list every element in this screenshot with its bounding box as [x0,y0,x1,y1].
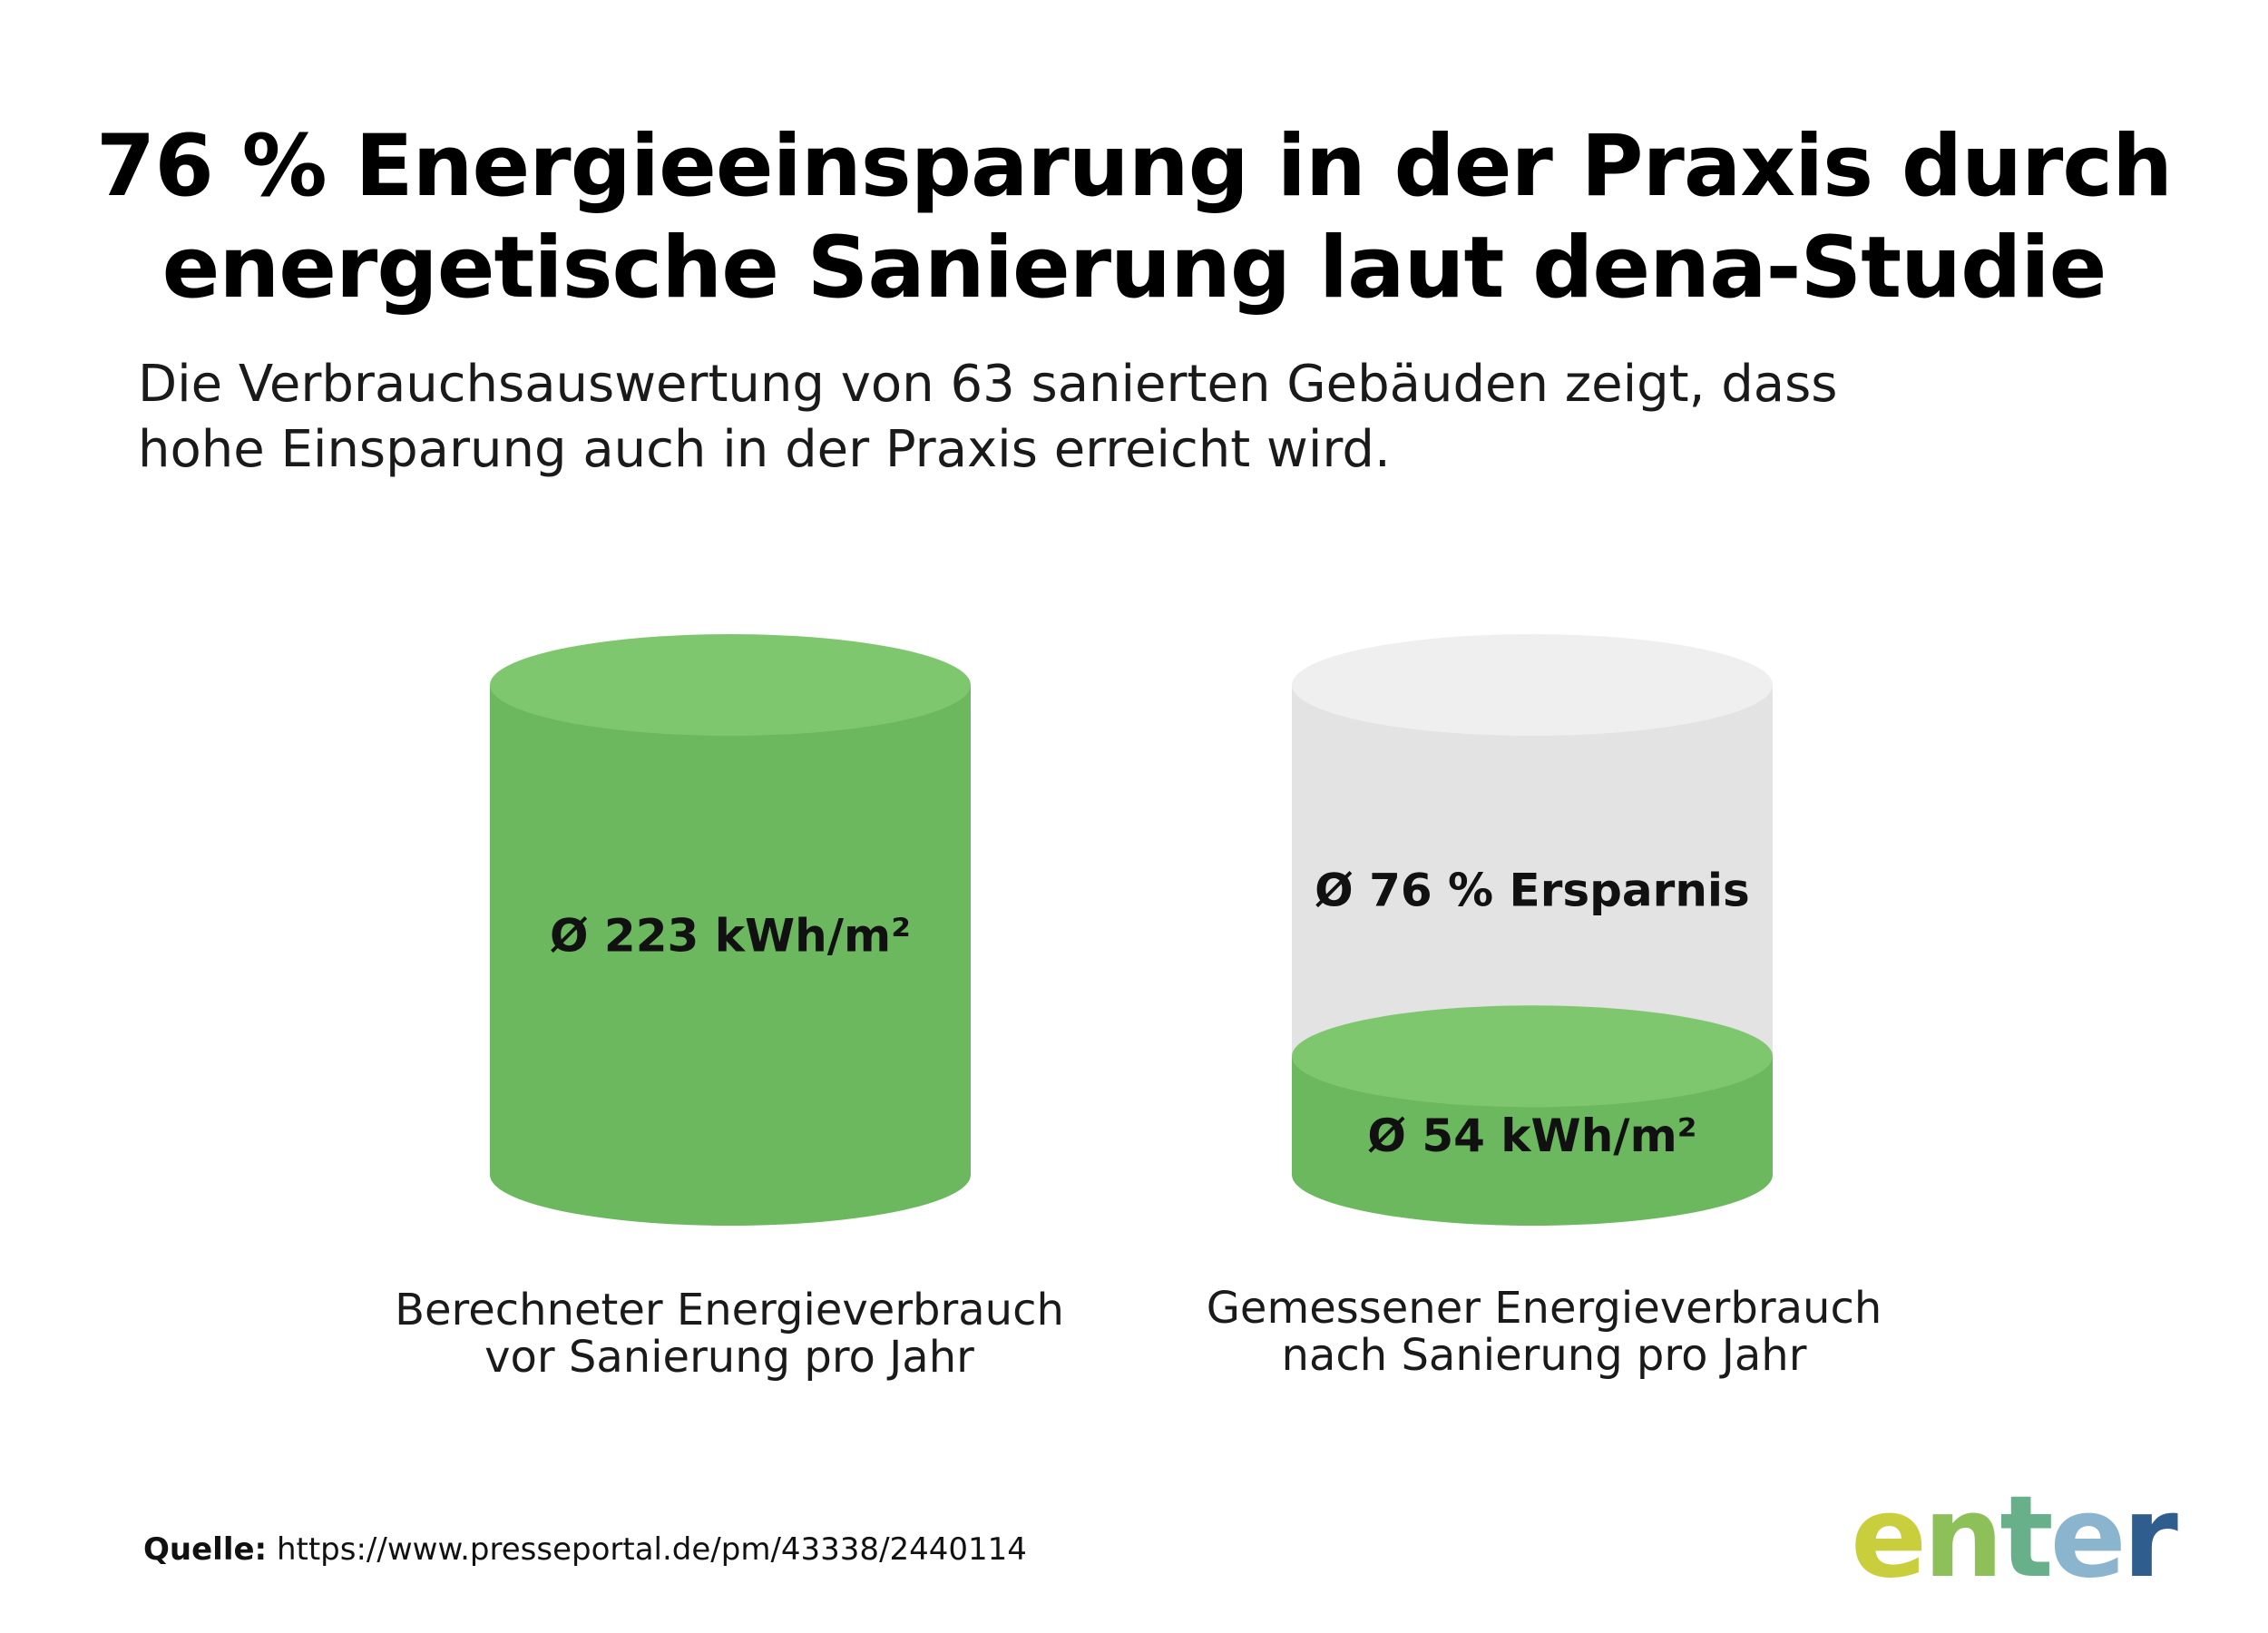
caption-before: Berechneter Energieverbrauch vor Sanieru… [321,1286,1138,1381]
savings-cylinder-body [1292,685,1773,1108]
enter-logo: enter [1851,1472,2178,1603]
caption-after-line-1: Gemessener Energieverbrauch [1206,1283,1882,1334]
chart-title: 76 % Energieeinsparung in der Praxis dur… [0,116,2268,319]
caption-after: Gemessener Energieverbrauch nach Sanieru… [1136,1285,1952,1379]
logo-letter: t [1999,1472,2053,1603]
bar-cylinder-top-0 [490,634,971,736]
subtitle-line-2: hohe Einsparung auch in der Praxis errei… [138,420,1391,479]
logo-letter: r [2122,1472,2178,1603]
logo-letter: e [1851,1472,1927,1603]
savings-label: Ø 76 % Ersparnis [1315,865,1750,917]
bar-cylinder-body-0 [490,685,971,1226]
subtitle-line-1: Die Verbrauchsauswertung von 63 sanierte… [138,355,1838,414]
savings-cylinder-top [1292,634,1773,736]
caption-before-line-1: Berechneter Energieverbrauch [395,1285,1064,1335]
source-url[interactable]: https://www.presseportal.de/pm/43338/244… [276,1531,1027,1568]
title-line-2: energetische Sanierung laut dena-Studie [161,219,2107,318]
bar-value-label-1: Ø 54 kWh/m² [1367,1110,1696,1162]
source-note: Quelle: https://www.presseportal.de/pm/4… [143,1531,1027,1568]
caption-after-line-2: nach Sanierung pro Jahr [1281,1330,1807,1381]
logo-letter: n [1923,1472,2003,1603]
bar-cylinder-top-1 [1292,1005,1773,1108]
chart-subtitle: Die Verbrauchsauswertung von 63 sanierte… [138,352,2179,483]
title-line-1: 76 % Energieeinsparung in der Praxis dur… [95,117,2173,216]
logo-letter: e [2049,1472,2126,1603]
source-label: Quelle: [143,1531,268,1568]
caption-before-line-2: vor Sanierung pro Jahr [484,1332,974,1383]
bar-value-label-0: Ø 223 kWh/m² [550,910,911,963]
